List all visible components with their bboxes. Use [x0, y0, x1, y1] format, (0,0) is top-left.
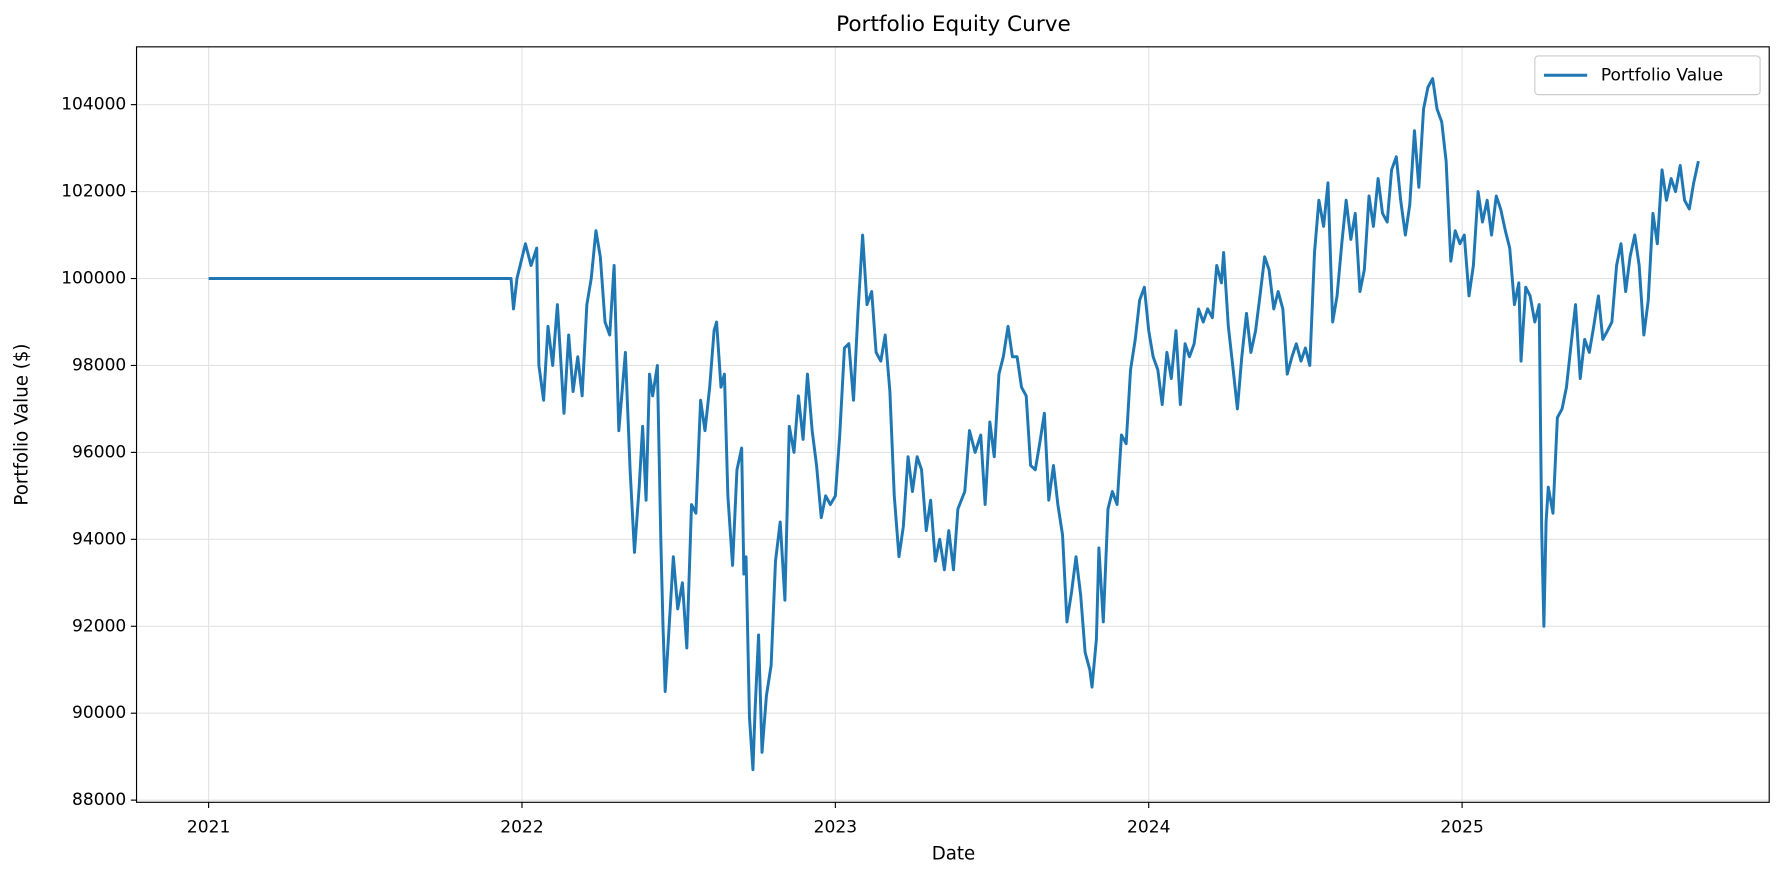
- y-tick-label: 98000: [72, 355, 126, 375]
- y-tick-label: 88000: [72, 790, 126, 810]
- legend: Portfolio Value: [1534, 55, 1761, 96]
- y-tick-label: 92000: [72, 616, 126, 636]
- y-tick-label: 96000: [72, 442, 126, 462]
- legend-box: [1534, 55, 1761, 96]
- x-tick-label: 2025: [1440, 817, 1483, 837]
- x-tick-label: 2022: [500, 817, 543, 837]
- y-tick-label: 102000: [61, 182, 126, 202]
- data-line: [208, 77, 1700, 772]
- x-tick-label: 2021: [187, 817, 230, 837]
- y-axis-label: Portfolio Value ($): [12, 344, 33, 506]
- y-tick-label: 104000: [61, 95, 126, 115]
- grid: [136, 46, 1770, 803]
- plot-area: [208, 77, 1700, 772]
- y-tick-label: 94000: [72, 529, 126, 549]
- y-tick-label: 100000: [61, 269, 126, 289]
- x-tick-label: 2024: [1127, 817, 1170, 837]
- legend-label: Portfolio Value: [1601, 65, 1723, 85]
- chart-title: Portfolio Equity Curve: [836, 12, 1071, 37]
- y-tick-label: 90000: [72, 703, 126, 723]
- axes-frame: [135, 46, 1770, 803]
- x-tick-label: 2023: [814, 817, 857, 837]
- x-axis-label: Date: [932, 844, 975, 865]
